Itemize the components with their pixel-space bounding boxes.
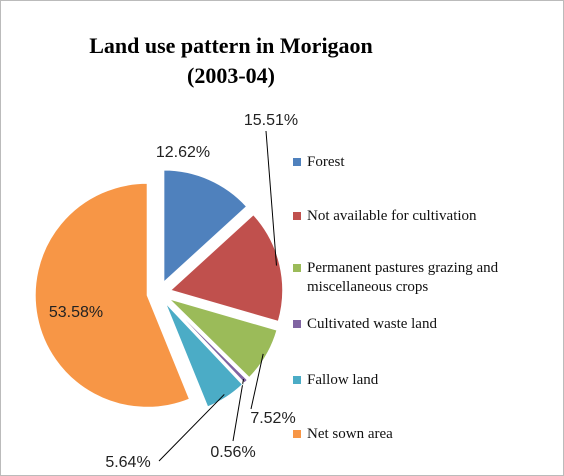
leader-line <box>265 130 277 266</box>
pie-slice <box>169 214 284 322</box>
legend-label: Forest <box>307 154 345 170</box>
data-label: 15.51% <box>244 112 298 129</box>
pie-slice <box>165 302 244 408</box>
legend-label: Permanent pastures grazing and miscellan… <box>307 260 499 295</box>
pie-slice <box>163 169 248 284</box>
legend-item: Cultivated waste land <box>293 315 553 334</box>
pie-slice <box>167 301 249 384</box>
legend-swatch <box>293 320 301 328</box>
legend-label: Net sown area <box>307 426 393 442</box>
legend-label: Not available for cultivation <box>307 208 477 224</box>
legend-swatch <box>293 212 301 220</box>
legend-swatch <box>293 376 301 384</box>
leader-line <box>158 394 225 462</box>
leader-line <box>232 379 244 442</box>
leader-line <box>250 353 264 410</box>
data-label: 5.64% <box>105 454 150 471</box>
legend-swatch <box>293 158 301 166</box>
data-label: 0.56% <box>210 444 255 461</box>
data-label: 7.52% <box>250 410 295 427</box>
legend-label: Fallow land <box>307 372 379 388</box>
legend-swatch <box>293 264 301 272</box>
legend-item: Forest <box>293 153 553 172</box>
legend-item: Permanent pastures grazing and miscellan… <box>293 259 553 297</box>
data-label: 53.58% <box>49 304 103 321</box>
legend-label: Cultivated waste land <box>307 316 437 332</box>
pie-slice <box>169 298 278 379</box>
legend-item: Net sown area <box>293 425 553 444</box>
chart-title: Land use pattern in Morigaon (2003-04) <box>89 33 373 88</box>
pie-slice <box>34 182 191 408</box>
legend-swatch <box>293 430 301 438</box>
legend-item: Fallow land <box>293 371 553 390</box>
legend-item: Not available for cultivation <box>293 207 553 226</box>
data-label: 12.62% <box>156 144 210 161</box>
